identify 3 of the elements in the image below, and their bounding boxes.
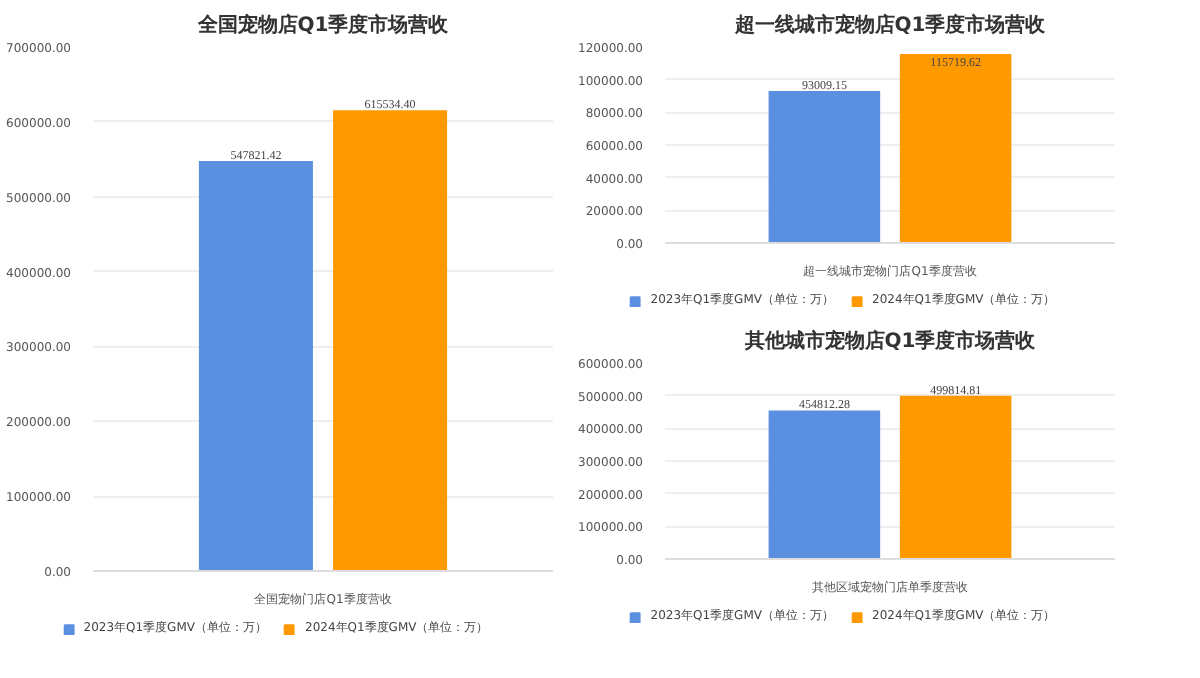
chart-title: 其他城市宠物店Q1季度市场营收 — [742, 329, 1038, 353]
chart-title: 全国宠物店Q1季度市场营收 — [195, 13, 451, 37]
chart-title: 超一线城市宠物店Q1季度市场营收 — [732, 13, 1048, 37]
